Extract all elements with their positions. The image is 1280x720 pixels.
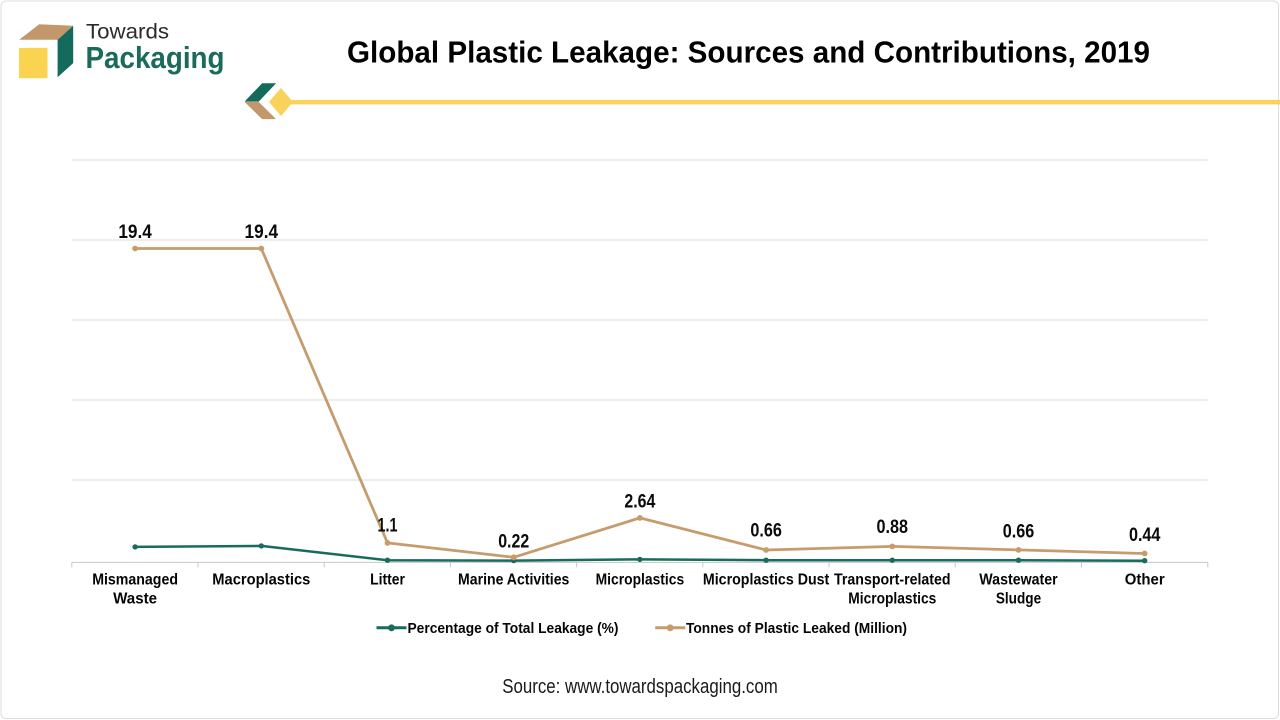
- svg-text:0.22: 0.22: [498, 532, 529, 553]
- svg-text:Tonnes of Plastic Leaked (Mill: Tonnes of Plastic Leaked (Million): [686, 621, 907, 637]
- svg-text:0.88: 0.88: [877, 517, 909, 538]
- svg-text:0.66: 0.66: [750, 520, 782, 541]
- svg-text:0.66: 0.66: [1003, 521, 1035, 542]
- svg-text:1.1: 1.1: [378, 516, 398, 537]
- svg-text:Microplastics Dust: Microplastics Dust: [703, 572, 829, 589]
- svg-text:Litter: Litter: [370, 572, 405, 589]
- svg-text:Macroplastics: Macroplastics: [212, 572, 310, 589]
- svg-text:Percentage of Total Leakage (%: Percentage of Total Leakage (%): [408, 621, 619, 637]
- svg-text:Sludge: Sludge: [996, 591, 1042, 608]
- svg-text:Global Plastic Leakage: Source: Global Plastic Leakage: Sources and Cont…: [347, 35, 1150, 69]
- svg-text:Packaging: Packaging: [86, 41, 225, 75]
- svg-text:Wastewater: Wastewater: [979, 572, 1057, 589]
- svg-text:Marine Activities: Marine Activities: [458, 572, 569, 589]
- svg-text:Waste: Waste: [113, 591, 157, 608]
- svg-text:Transport-related: Transport-related: [834, 572, 951, 589]
- svg-text:Mismanaged: Mismanaged: [92, 572, 178, 589]
- svg-text:19.4: 19.4: [118, 222, 152, 243]
- svg-text:Microplastics: Microplastics: [596, 572, 685, 589]
- svg-text:Towards: Towards: [86, 19, 169, 43]
- svg-text:Microplastics: Microplastics: [848, 591, 936, 608]
- svg-text:0.44: 0.44: [1129, 525, 1161, 546]
- svg-text:Source: www.towardspackaging.c: Source: www.towardspackaging.com: [502, 676, 778, 698]
- svg-text:2.64: 2.64: [624, 491, 655, 512]
- svg-text:Other: Other: [1125, 572, 1165, 589]
- svg-text:19.4: 19.4: [245, 222, 279, 243]
